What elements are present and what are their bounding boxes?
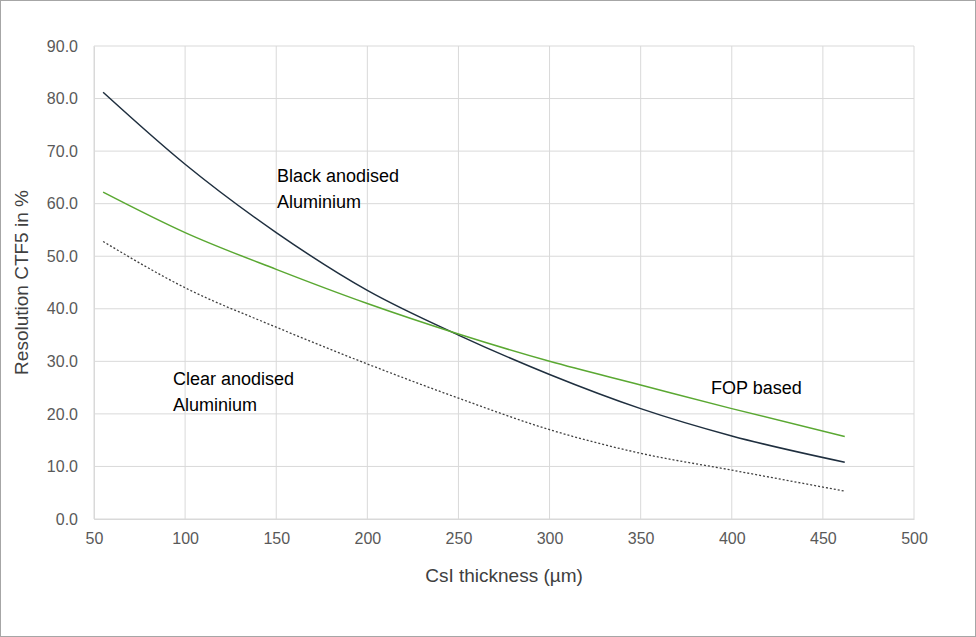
y-grid-line xyxy=(94,46,914,47)
y-grid-line xyxy=(94,519,914,520)
y-axis-title: Resolution CTF5 in % xyxy=(11,190,32,375)
x-tick: 150 xyxy=(263,519,290,547)
y-tick-label: 70.0 xyxy=(47,143,78,160)
x-grid-line xyxy=(94,46,95,519)
x-tick: 300 xyxy=(537,519,564,547)
x-tick-label: 350 xyxy=(628,530,655,547)
y-grid-line xyxy=(94,98,914,99)
series-label: Black anodisedAluminium xyxy=(277,166,399,212)
x-tick-label: 400 xyxy=(719,530,746,547)
x-grid-line xyxy=(367,46,368,519)
x-tick-label: 300 xyxy=(537,530,564,547)
x-tick: 500 xyxy=(901,519,928,547)
x-grid-line xyxy=(185,46,186,519)
y-tick: 30.0 xyxy=(47,353,94,370)
x-grid-line xyxy=(276,46,277,519)
y-tick: 90.0 xyxy=(47,38,94,55)
y-tick: 70.0 xyxy=(47,143,94,160)
x-grid-line xyxy=(640,46,641,519)
y-tick: 60.0 xyxy=(47,195,94,212)
y-tick-label: 80.0 xyxy=(47,90,78,107)
x-grid-line xyxy=(549,46,550,519)
x-grid-line xyxy=(731,46,732,519)
y-axis-line xyxy=(94,47,95,520)
y-tick: 0.0 xyxy=(56,511,94,528)
x-tick: 400 xyxy=(719,519,746,547)
chart-border xyxy=(1,1,976,637)
y-tick-label: 20.0 xyxy=(47,406,78,423)
y-axis: 0.0 10.0 20.0 30.0 40.0 50.0 60.0 70.0 80.0 90.0 xyxy=(47,38,95,528)
x-tick-label: 500 xyxy=(901,530,928,547)
x-tick-label: 50 xyxy=(86,530,104,547)
x-tick: 350 xyxy=(628,519,655,547)
x-grid-line xyxy=(458,46,459,519)
series-line xyxy=(103,242,845,492)
x-tick: 200 xyxy=(354,519,381,547)
y-tick-label: 50.0 xyxy=(47,248,78,265)
y-grid-line xyxy=(94,151,914,152)
x-tick: 250 xyxy=(446,519,473,547)
y-tick-label: 90.0 xyxy=(47,38,78,55)
y-tick-label: 0.0 xyxy=(56,511,78,528)
y-tick: 50.0 xyxy=(47,248,94,265)
x-tick-label: 100 xyxy=(172,530,199,547)
x-tick-label: 150 xyxy=(263,530,290,547)
x-tick: 100 xyxy=(172,519,199,547)
series-line xyxy=(103,192,845,436)
x-tick-label: 200 xyxy=(354,530,381,547)
y-grid-line xyxy=(94,361,914,362)
y-grid-line xyxy=(94,256,914,257)
grid xyxy=(94,46,914,519)
plot-area xyxy=(103,92,845,491)
y-tick: 20.0 xyxy=(47,406,94,423)
y-grid-line xyxy=(94,308,914,309)
x-grid-line xyxy=(822,46,823,519)
x-tick: 450 xyxy=(810,519,837,547)
series-line xyxy=(103,92,845,462)
y-tick-label: 60.0 xyxy=(47,195,78,212)
y-grid-line xyxy=(94,203,914,204)
y-tick: 10.0 xyxy=(47,458,94,475)
chart: 50 100 150 200 250 300 350 400 450 500 0.0 10.0 20.0… xyxy=(0,0,976,637)
series-label: Clear anodisedAluminium xyxy=(173,369,294,415)
x-tick-label: 250 xyxy=(446,530,473,547)
y-tick-label: 10.0 xyxy=(47,458,78,475)
y-tick-label: 30.0 xyxy=(47,353,78,370)
y-tick: 80.0 xyxy=(47,90,94,107)
y-grid-line xyxy=(94,466,914,467)
y-tick: 40.0 xyxy=(47,300,94,317)
x-tick: 50 xyxy=(86,519,104,547)
x-axis: 50 100 150 200 250 300 350 400 450 500 xyxy=(86,519,928,547)
x-grid-line xyxy=(914,46,915,519)
series-label: FOP based xyxy=(711,378,802,398)
x-tick-label: 450 xyxy=(810,530,837,547)
x-axis-title: CsI thickness (µm) xyxy=(425,565,583,586)
x-axis-line xyxy=(95,519,915,520)
y-tick-label: 40.0 xyxy=(47,300,78,317)
